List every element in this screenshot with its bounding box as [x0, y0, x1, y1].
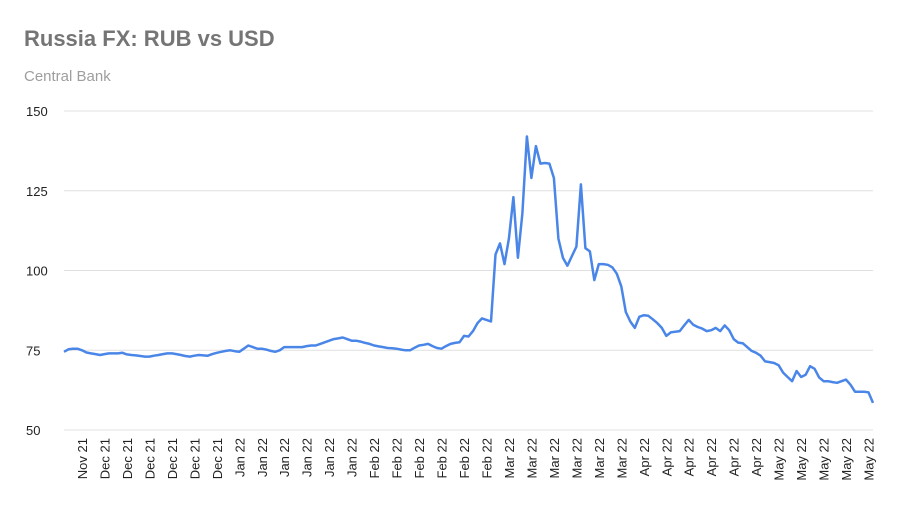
x-tick-label: Dec 21: [97, 438, 112, 479]
chart-subtitle: Central Bank: [24, 68, 111, 85]
x-tick-label: Mar 22: [547, 438, 562, 478]
x-tick-label: Dec 21: [142, 438, 157, 479]
x-tick-label: Mar 22: [569, 438, 584, 478]
x-tick-label: Nov 21: [75, 438, 90, 479]
y-tick-label: 125: [26, 184, 48, 199]
x-tick-label: Apr 22: [727, 438, 742, 476]
x-tick-label: Apr 22: [749, 438, 764, 476]
x-tick-label: Mar 22: [502, 438, 517, 478]
x-tick-label: Jan 22: [277, 438, 292, 477]
x-tick-label: Feb 22: [412, 438, 427, 478]
x-tick-label: Jan 22: [322, 438, 337, 477]
x-tick-label: Apr 22: [704, 438, 719, 476]
x-tick-label: Feb 22: [479, 438, 494, 478]
x-tick-label: Apr 22: [637, 438, 652, 476]
x-tick-label: May 22: [839, 438, 854, 481]
x-tick-label: Dec 21: [120, 438, 135, 479]
x-tick-label: Feb 22: [457, 438, 472, 478]
x-tick-label: Jan 22: [345, 438, 360, 477]
y-tick-label: 150: [26, 104, 48, 119]
x-tick-label: May 22: [794, 438, 809, 481]
y-tick-label: 50: [26, 423, 40, 438]
x-tick-label: Apr 22: [659, 438, 674, 476]
y-tick-label: 100: [26, 264, 48, 279]
x-tick-label: May 22: [772, 438, 787, 481]
x-tick-label: May 22: [817, 438, 832, 481]
y-tick-label: 75: [26, 343, 40, 358]
x-tick-label: Apr 22: [682, 438, 697, 476]
x-tick-label: Feb 22: [390, 438, 405, 478]
x-tick-label: Feb 22: [367, 438, 382, 478]
x-tick-label: Mar 22: [592, 438, 607, 478]
data-line: [63, 135, 875, 404]
x-tick-label: Mar 22: [614, 438, 629, 478]
x-tick-label: Dec 21: [187, 438, 202, 479]
x-tick-label: Dec 21: [165, 438, 180, 479]
x-tick-label: Dec 21: [210, 438, 225, 479]
x-tick-label: Mar 22: [524, 438, 539, 478]
chart-title: Russia FX: RUB vs USD: [24, 26, 275, 51]
x-tick-label: Jan 22: [232, 438, 247, 477]
x-tick-label: Jan 22: [255, 438, 270, 477]
x-tick-label: Feb 22: [435, 438, 450, 478]
x-tick-label: Jan 22: [300, 438, 315, 477]
x-tick-label: May 22: [862, 438, 877, 481]
